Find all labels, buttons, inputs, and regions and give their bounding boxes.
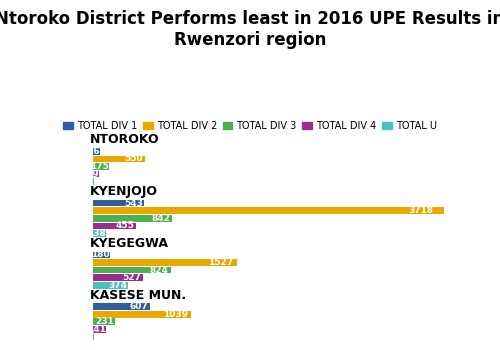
Text: 1039: 1039 — [163, 310, 188, 318]
Bar — [93, 274, 142, 281]
Text: 1527: 1527 — [208, 258, 233, 267]
Text: 607: 607 — [130, 302, 148, 311]
Bar — [93, 171, 100, 177]
Bar — [93, 215, 172, 222]
Text: 842: 842 — [151, 214, 170, 223]
Text: KASESE MUN.: KASESE MUN. — [90, 289, 186, 302]
Bar — [93, 163, 110, 170]
Text: 175: 175 — [90, 162, 109, 171]
Bar — [93, 303, 150, 310]
Text: Ntoroko District Performs least in 2016 UPE Results in
Rwenzori region: Ntoroko District Performs least in 2016 … — [0, 10, 500, 49]
Text: 231: 231 — [96, 317, 114, 326]
Text: 374: 374 — [108, 281, 127, 290]
Bar — [93, 311, 191, 317]
Bar — [93, 223, 136, 229]
Legend: TOTAL DIV 1, TOTAL DIV 2, TOTAL DIV 3, TOTAL DIV 4, TOTAL U: TOTAL DIV 1, TOTAL DIV 2, TOTAL DIV 3, T… — [60, 117, 440, 135]
Text: 824: 824 — [150, 266, 169, 274]
Text: 543: 543 — [124, 198, 142, 208]
Text: 180: 180 — [90, 250, 110, 259]
Bar — [93, 334, 94, 340]
Bar — [93, 178, 94, 185]
Bar — [93, 282, 128, 288]
Bar — [93, 148, 100, 155]
Text: 76: 76 — [87, 147, 100, 156]
Text: 550: 550 — [124, 154, 144, 163]
Bar — [93, 252, 110, 258]
Bar — [93, 200, 144, 206]
Bar — [93, 326, 106, 333]
Bar — [93, 156, 145, 162]
Text: 138: 138 — [86, 229, 106, 238]
Text: 527: 527 — [122, 273, 141, 282]
Bar — [93, 259, 237, 266]
Text: 455: 455 — [116, 222, 134, 230]
Bar — [93, 230, 106, 237]
Text: NTOROKO: NTOROKO — [90, 133, 160, 147]
Text: KYENJOJO: KYENJOJO — [90, 185, 158, 198]
Text: 69: 69 — [86, 170, 99, 178]
Text: KYEGEGWA: KYEGEGWA — [90, 237, 169, 250]
Bar — [93, 207, 445, 214]
Bar — [93, 267, 171, 273]
Text: 3718: 3718 — [408, 206, 434, 215]
Bar — [93, 318, 114, 325]
Text: 141: 141 — [87, 325, 106, 334]
